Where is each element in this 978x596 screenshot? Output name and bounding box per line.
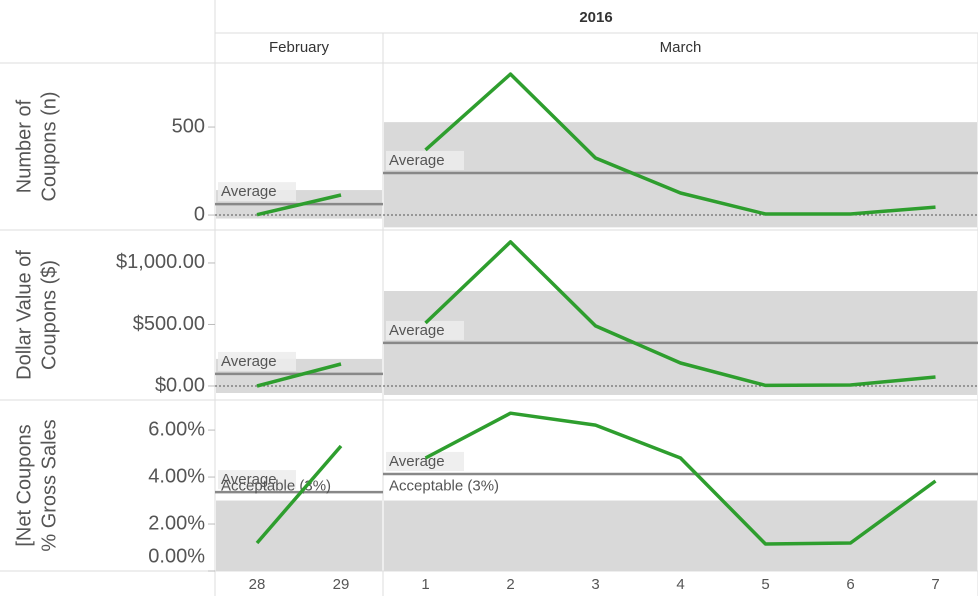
reference-band [384, 122, 977, 228]
x-tick-label: 28 [249, 576, 266, 593]
data-line [424, 240, 936, 388]
x-tick-label: 6 [846, 576, 854, 593]
y-tick-label: $0.00 [155, 374, 205, 396]
column-header: 2016 [579, 9, 612, 26]
pane: Average [215, 351, 383, 393]
panel-header: March [660, 39, 702, 56]
data-line [256, 362, 342, 388]
y-tick-label: 2.00% [148, 512, 205, 534]
x-tick-label: 7 [931, 576, 939, 593]
y-tick-label: 4.00% [148, 465, 205, 487]
y-tick-label: 0.00% [148, 545, 205, 567]
average-label-bg [386, 150, 464, 170]
data-line [255, 444, 343, 545]
average-label: Average [221, 183, 277, 200]
average-label-bg [386, 320, 464, 340]
reference-band [216, 500, 382, 571]
panel-header: February [269, 39, 330, 56]
average-label: Average [389, 152, 445, 169]
average-label-bg [218, 470, 296, 490]
x-tick-label: 4 [676, 576, 684, 593]
x-tick-label: 3 [591, 576, 599, 593]
row-label: Number of [13, 99, 35, 193]
average-label: Average [389, 322, 445, 339]
x-tick-label: 1 [421, 576, 429, 593]
average-label: Average [221, 471, 277, 488]
average-label-bg [218, 351, 296, 371]
pane: Average [383, 72, 978, 228]
pane: Average Acceptable (3%) [383, 411, 978, 571]
y-tick-label: $1,000.00 [116, 251, 205, 273]
row-label: Dollar Value of [13, 250, 35, 380]
row-label: [Net Coupons [13, 424, 35, 546]
reference-label: Acceptable (3%) [389, 478, 499, 495]
average-label-bg [386, 451, 464, 471]
average-label: Average [221, 353, 277, 370]
row-label: % Gross Sales [38, 419, 60, 551]
reference-band [384, 500, 977, 571]
y-tick-label: $500.00 [133, 313, 205, 335]
y-tick-label: 0 [194, 203, 205, 225]
average-label: Average [389, 453, 445, 470]
average-label-bg [218, 182, 296, 202]
row-label: Coupons (n) [38, 91, 60, 201]
y-tick-label: 500 [172, 115, 205, 137]
pane: Average [215, 182, 383, 219]
row-label: Coupons ($) [38, 260, 60, 370]
data-line [424, 72, 936, 216]
reference-label: Acceptable (3%) [221, 478, 331, 495]
x-tick-label: 29 [333, 576, 350, 593]
pane: Average [383, 240, 978, 395]
x-tick-label: 2 [506, 576, 514, 593]
data-line [424, 411, 937, 546]
y-tick-label: 6.00% [148, 418, 205, 440]
data-line [256, 193, 342, 217]
x-tick-label: 5 [761, 576, 769, 593]
